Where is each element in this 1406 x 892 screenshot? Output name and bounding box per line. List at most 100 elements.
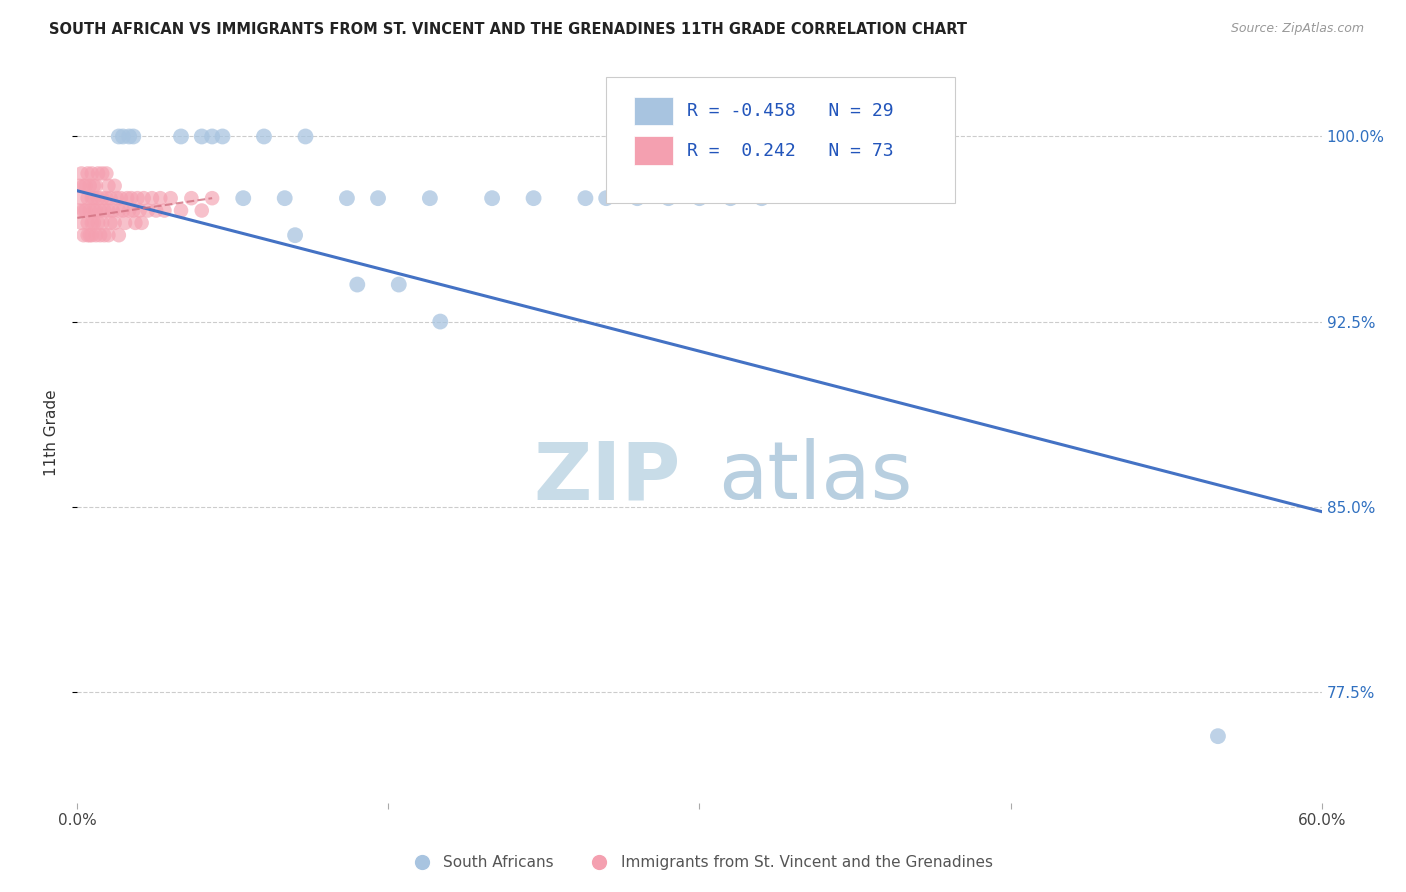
Point [100, 191, 122, 205]
Point [70, 166, 93, 180]
Point [89, 203, 111, 218]
Point [657, 191, 679, 205]
Point [751, 191, 773, 205]
Point [367, 191, 389, 205]
Point [97, 228, 120, 243]
Point [89, 228, 111, 243]
Point [79, 228, 101, 243]
Point [115, 191, 138, 205]
Point [97, 203, 120, 218]
Point [523, 191, 546, 205]
Point [104, 216, 127, 230]
Point [284, 228, 307, 243]
Point [118, 129, 141, 144]
Point [105, 191, 128, 205]
Point [574, 191, 596, 205]
Point [595, 191, 617, 205]
Point [107, 203, 129, 218]
Point [273, 191, 295, 205]
Point [67, 178, 90, 193]
Point [689, 191, 711, 205]
Point [93, 228, 115, 243]
Point [76, 191, 98, 205]
Point [101, 203, 124, 218]
Point [80, 166, 103, 180]
Point [80, 191, 103, 205]
Point [79, 203, 101, 218]
Point [141, 191, 163, 205]
Text: R =  0.242   N = 73: R = 0.242 N = 73 [688, 142, 894, 160]
Point [91, 216, 114, 230]
Point [111, 129, 134, 144]
Point [76, 216, 98, 230]
Point [80, 216, 103, 230]
Point [110, 191, 132, 205]
Point [114, 216, 136, 230]
Point [72, 203, 94, 218]
Point [180, 191, 202, 205]
Point [83, 216, 105, 230]
Text: SOUTH AFRICAN VS IMMIGRANTS FROM ST. VINCENT AND THE GRENADINES 11TH GRADE CORRE: SOUTH AFRICAN VS IMMIGRANTS FROM ST. VIN… [49, 22, 967, 37]
Point [120, 191, 142, 205]
FancyBboxPatch shape [634, 97, 673, 126]
Point [87, 191, 110, 205]
Point [1206, 729, 1229, 743]
Point [72, 228, 94, 243]
Point [84, 228, 107, 243]
Point [626, 191, 648, 205]
Text: atlas: atlas [718, 438, 912, 516]
Point [159, 191, 181, 205]
Point [294, 129, 316, 144]
Point [91, 166, 114, 180]
Point [93, 203, 115, 218]
Point [153, 203, 176, 218]
Point [79, 178, 101, 193]
Point [122, 129, 145, 144]
Text: ZIP: ZIP [533, 438, 681, 516]
Point [87, 216, 110, 230]
Point [201, 129, 224, 144]
Point [145, 203, 167, 218]
Point [131, 216, 153, 230]
Point [124, 216, 146, 230]
Point [481, 191, 503, 205]
Point [76, 166, 98, 180]
Point [388, 277, 411, 292]
Point [80, 228, 103, 243]
Point [170, 129, 193, 144]
Point [76, 228, 98, 243]
Point [136, 203, 159, 218]
Point [127, 191, 149, 205]
Point [75, 203, 97, 218]
Point [118, 203, 141, 218]
Point [96, 166, 118, 180]
Point [67, 203, 90, 218]
FancyBboxPatch shape [634, 136, 673, 165]
Point [83, 178, 105, 193]
Point [253, 129, 276, 144]
Point [84, 203, 107, 218]
Point [70, 216, 93, 230]
Point [107, 129, 129, 144]
Point [83, 203, 105, 218]
Y-axis label: 11th Grade: 11th Grade [44, 389, 59, 476]
Point [232, 191, 254, 205]
Point [720, 191, 742, 205]
Point [149, 191, 172, 205]
Point [122, 203, 145, 218]
Point [91, 191, 114, 205]
Point [107, 228, 129, 243]
Point [419, 191, 441, 205]
Point [75, 178, 97, 193]
Point [96, 191, 118, 205]
Point [83, 191, 105, 205]
Point [190, 129, 214, 144]
Text: R = -0.458   N = 29: R = -0.458 N = 29 [688, 103, 894, 120]
Point [111, 203, 134, 218]
Legend: South Africans, Immigrants from St. Vincent and the Grenadines: South Africans, Immigrants from St. Vinc… [401, 849, 998, 877]
Point [346, 277, 368, 292]
Point [87, 166, 110, 180]
Point [132, 191, 155, 205]
Point [97, 178, 120, 193]
FancyBboxPatch shape [606, 78, 955, 203]
